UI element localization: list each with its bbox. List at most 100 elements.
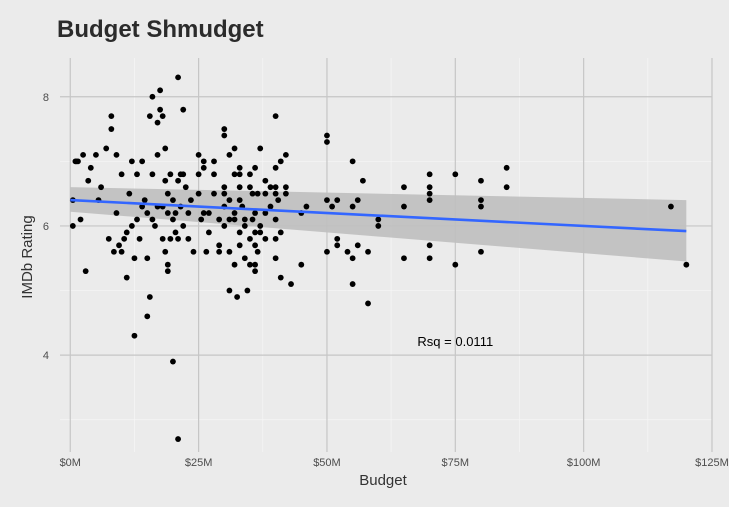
x-tick-label: $0M xyxy=(60,457,81,469)
data-point xyxy=(144,255,151,262)
data-point xyxy=(123,229,130,236)
data-point xyxy=(252,229,258,236)
data-point xyxy=(170,216,176,223)
data-point xyxy=(216,242,223,249)
data-point xyxy=(182,184,189,191)
data-point xyxy=(426,255,433,262)
data-point xyxy=(231,261,238,268)
rsq-annotation: Rsq = 0.0111 xyxy=(417,334,493,349)
data-point xyxy=(226,216,233,223)
data-point xyxy=(105,235,112,242)
data-point xyxy=(247,235,253,242)
data-point xyxy=(77,216,84,223)
data-point xyxy=(172,210,179,216)
data-point xyxy=(452,171,459,178)
data-point xyxy=(221,132,228,139)
data-point xyxy=(282,151,289,158)
data-point xyxy=(349,158,356,165)
data-point xyxy=(426,190,433,197)
data-point xyxy=(211,158,217,165)
data-point xyxy=(87,164,94,171)
data-point xyxy=(162,177,169,184)
data-point xyxy=(113,151,120,158)
data-point xyxy=(111,248,117,255)
x-tick-label: $100M xyxy=(567,457,601,469)
data-point xyxy=(349,255,356,262)
data-point xyxy=(231,216,238,223)
data-point xyxy=(167,235,174,242)
data-point xyxy=(85,177,92,184)
x-axis-title: Budget xyxy=(359,472,407,489)
data-point xyxy=(257,223,264,229)
data-point xyxy=(146,294,153,300)
data-point xyxy=(205,210,212,216)
data-point xyxy=(354,242,361,249)
data-point xyxy=(221,126,228,132)
data-point xyxy=(257,145,264,152)
data-point xyxy=(324,132,330,139)
data-point xyxy=(149,93,156,100)
data-points xyxy=(69,74,690,442)
data-point xyxy=(134,216,140,223)
data-point xyxy=(478,177,484,184)
data-point xyxy=(236,184,243,191)
data-point xyxy=(249,216,256,223)
data-point xyxy=(200,158,207,165)
data-point xyxy=(375,223,382,229)
data-point xyxy=(164,261,171,268)
data-point xyxy=(349,281,356,287)
x-tick-label: $75M xyxy=(442,457,470,469)
data-point xyxy=(123,274,130,281)
data-point xyxy=(241,223,248,229)
data-point xyxy=(188,197,194,203)
data-point xyxy=(231,210,238,216)
data-point xyxy=(236,197,243,203)
x-axis-ticks: $0M $25M $50M $75M $100M $125M xyxy=(60,457,729,469)
y-tick-label: 8 xyxy=(43,92,49,104)
data-point xyxy=(231,171,238,178)
data-point xyxy=(216,248,223,255)
data-point xyxy=(344,248,351,255)
y-axis-ticks: 4 6 8 xyxy=(43,92,49,362)
data-point xyxy=(121,235,128,242)
data-point xyxy=(69,223,76,229)
data-point xyxy=(131,255,138,262)
data-point xyxy=(401,184,407,191)
data-point xyxy=(149,171,156,178)
data-point xyxy=(303,203,310,210)
data-point xyxy=(478,203,484,210)
data-point xyxy=(82,268,89,275)
data-point xyxy=(98,184,104,191)
data-point xyxy=(272,235,279,242)
data-point xyxy=(159,113,166,120)
data-point xyxy=(157,106,164,113)
data-point xyxy=(503,164,510,171)
data-point xyxy=(175,74,181,81)
data-point xyxy=(277,158,284,165)
data-point xyxy=(157,87,164,94)
data-point xyxy=(80,151,87,158)
data-point xyxy=(254,190,261,197)
data-point xyxy=(221,190,228,197)
data-point xyxy=(128,223,135,229)
data-point xyxy=(185,235,192,242)
data-point xyxy=(241,216,248,223)
data-point xyxy=(452,261,459,268)
data-point xyxy=(272,190,279,197)
data-point xyxy=(175,436,181,442)
data-point xyxy=(247,261,253,268)
data-point xyxy=(478,197,484,203)
data-point xyxy=(401,203,407,210)
data-point xyxy=(195,171,202,178)
data-point xyxy=(146,113,153,120)
data-point xyxy=(334,242,341,249)
data-point xyxy=(324,139,330,145)
data-point xyxy=(195,151,202,158)
data-point xyxy=(116,242,122,249)
data-point xyxy=(334,197,341,203)
data-point xyxy=(226,287,233,294)
data-point xyxy=(277,229,284,236)
data-point xyxy=(164,210,171,216)
data-point xyxy=(365,300,371,307)
